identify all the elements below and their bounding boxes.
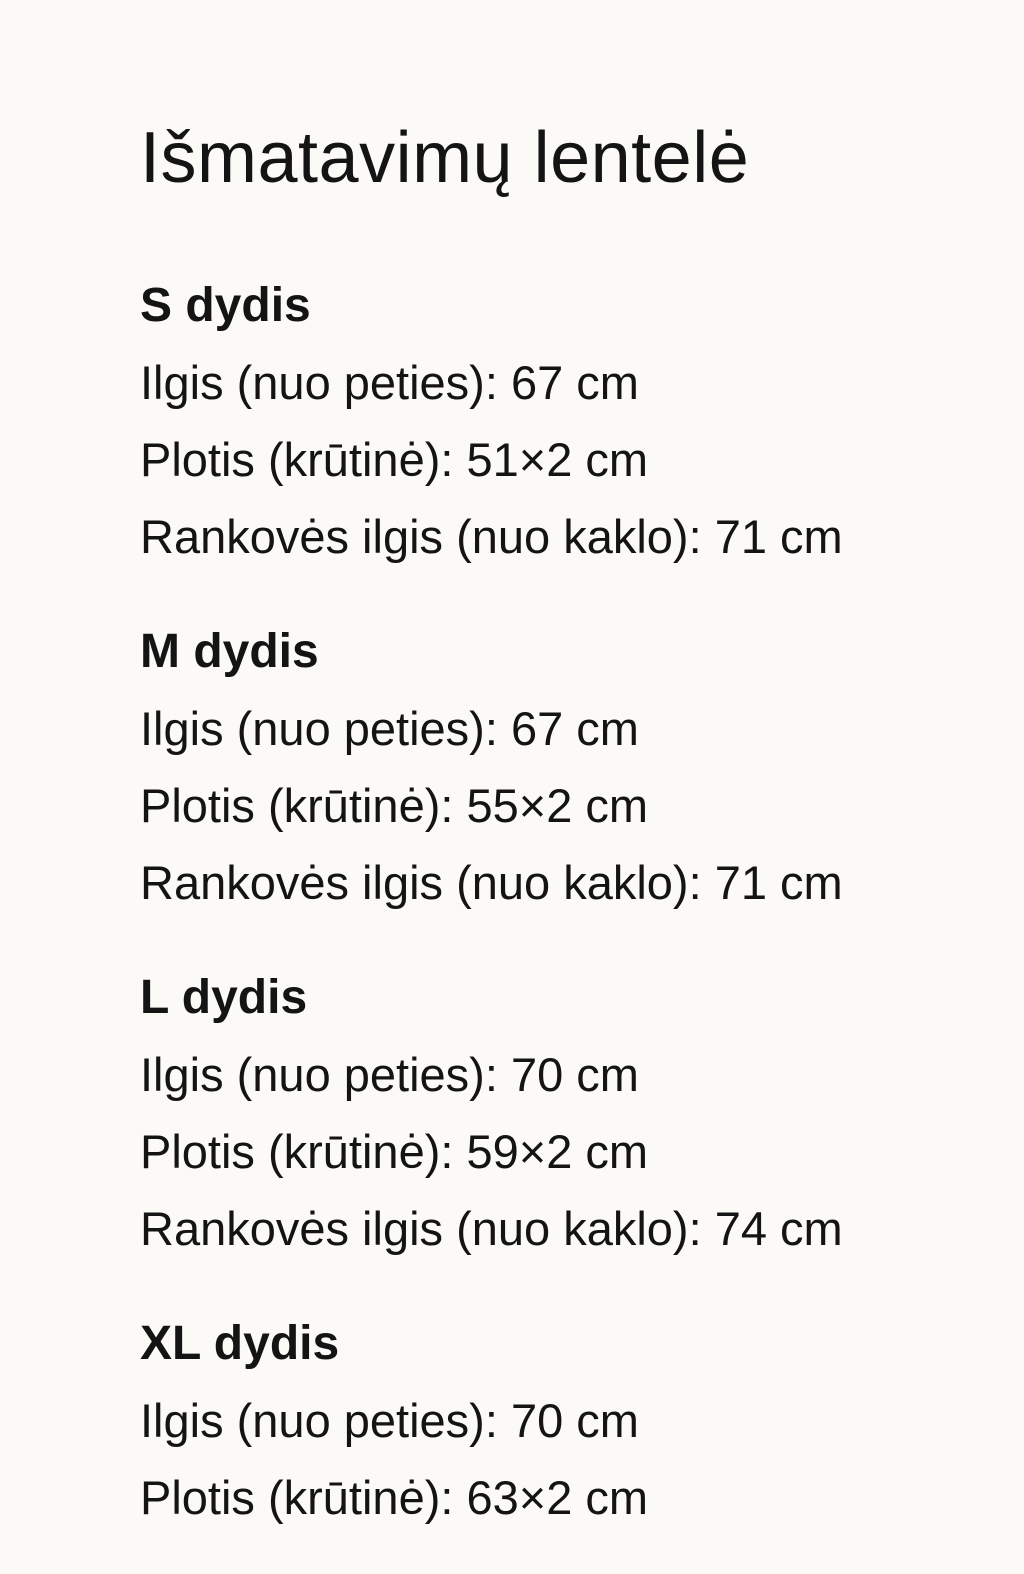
width-line: Plotis (krūtinė): 59×2 cm (140, 1125, 649, 1178)
width-line: Plotis (krūtinė): 51×2 cm (140, 433, 649, 486)
width-line: Plotis (krūtinė): 63×2 cm (140, 1471, 649, 1524)
width-line: Plotis (krūtinė): 55×2 cm (140, 779, 649, 832)
size-heading: L dydis (140, 971, 308, 1024)
page-title: Išmatavimų lentelė (140, 118, 750, 198)
length-line: Ilgis (nuo peties): 70 cm (140, 1048, 639, 1101)
size-section-m: M dydis Ilgis (nuo peties): 67 cm Plotis… (140, 613, 843, 921)
length-line: Ilgis (nuo peties): 67 cm (140, 356, 639, 409)
sleeve-line: Rankovės ilgis (nuo kaklo): 71 cm (140, 856, 843, 909)
length-line: Ilgis (nuo peties): 67 cm (140, 702, 639, 755)
size-sections: S dydis Ilgis (nuo peties): 67 cm Plotis… (140, 267, 843, 1574)
size-heading: XL dydis (140, 1317, 340, 1370)
size-heading: S dydis (140, 279, 311, 332)
size-section-xl: XL dydis Ilgis (nuo peties): 70 cm Ploti… (140, 1305, 843, 1536)
size-heading: M dydis (140, 625, 319, 678)
sleeve-line: Rankovės ilgis (nuo kaklo): 74 cm (140, 1202, 843, 1255)
size-section-l: L dydis Ilgis (nuo peties): 70 cm Plotis… (140, 959, 843, 1267)
length-line: Ilgis (nuo peties): 70 cm (140, 1394, 639, 1447)
size-section-s: S dydis Ilgis (nuo peties): 67 cm Plotis… (140, 267, 843, 575)
sleeve-line: Rankovės ilgis (nuo kaklo): 71 cm (140, 510, 843, 563)
